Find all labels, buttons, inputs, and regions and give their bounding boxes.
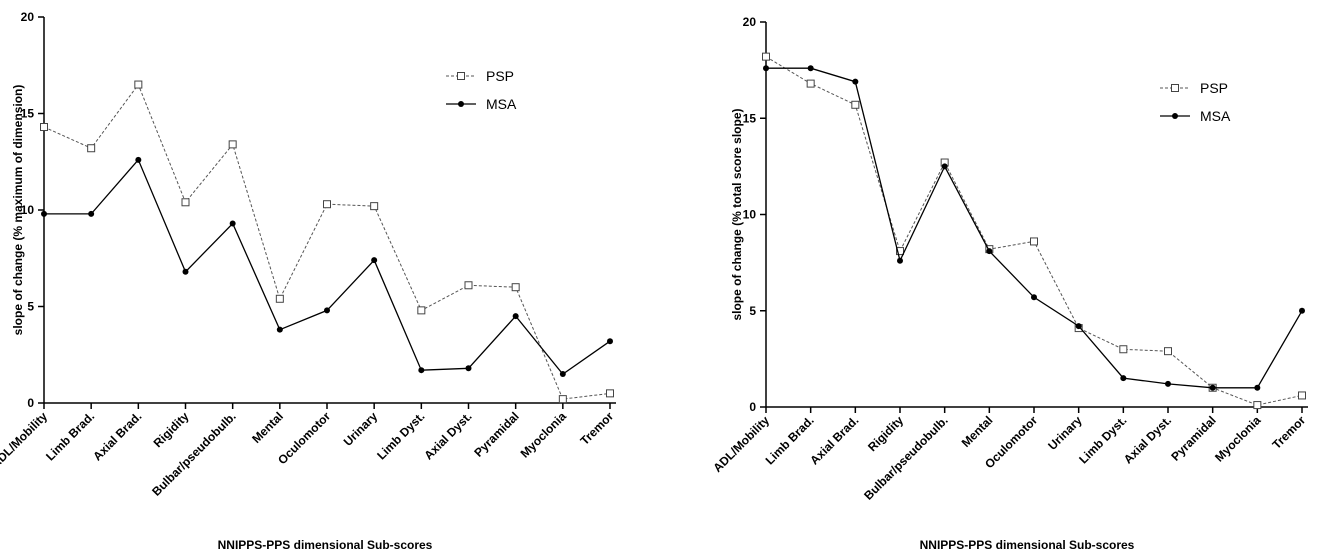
point-psp xyxy=(181,198,190,207)
point-msa xyxy=(418,367,425,374)
y-tick-label: 15 xyxy=(743,111,757,125)
y-axis-title: slope of change (% total score slope) xyxy=(730,108,744,320)
point-msa xyxy=(559,371,566,378)
point-psp xyxy=(228,140,237,149)
x-tick-label: Limb Dyst. xyxy=(374,409,427,462)
x-tick-label: Axial Brad. xyxy=(807,413,861,467)
point-msa xyxy=(182,268,189,275)
point-msa xyxy=(1254,384,1261,391)
y-tick-label: 0 xyxy=(749,400,756,414)
y-tick-label: 10 xyxy=(21,203,35,217)
point-psp xyxy=(323,200,331,209)
y-tick-label: 20 xyxy=(21,10,35,24)
point-msa xyxy=(276,326,283,333)
x-tick-label: Pyramidal xyxy=(471,409,521,459)
x-tick-label: Bulbar/pseudobulb. xyxy=(149,409,239,499)
x-tick-label: Myoclonia xyxy=(518,409,570,461)
point-psp xyxy=(134,80,143,89)
x-tick-label: Urinary xyxy=(1045,413,1085,453)
point-msa xyxy=(1075,323,1082,330)
point-msa xyxy=(852,78,859,85)
point-msa xyxy=(135,156,142,163)
point-psp xyxy=(1164,347,1172,356)
point-msa xyxy=(88,210,95,217)
point-msa xyxy=(807,65,814,72)
point-psp xyxy=(370,202,379,211)
x-tick-label: Tremor xyxy=(1269,413,1308,452)
point-psp xyxy=(87,144,96,153)
legend-label-msa: MSA xyxy=(486,96,517,112)
x-tick-label: Axial Brad. xyxy=(90,409,144,463)
x-tick-label: Axial Dyst. xyxy=(421,409,474,462)
x-tick-label: Rigidity xyxy=(151,409,192,450)
point-psp xyxy=(806,79,815,88)
x-tick-label: ADL/Mobility xyxy=(0,409,50,471)
point-msa xyxy=(1209,384,1216,391)
x-tick-label: Pyramidal xyxy=(1168,413,1218,463)
legend-marker-msa xyxy=(458,101,464,107)
y-tick-label: 20 xyxy=(743,15,757,29)
point-psp xyxy=(896,247,904,256)
x-tick-label: Tremor xyxy=(577,409,616,448)
x-tick-label: Mental xyxy=(249,409,286,446)
point-psp xyxy=(417,306,426,315)
point-msa xyxy=(229,220,236,227)
x-tick-label: Limb Brad. xyxy=(43,409,97,463)
point-psp xyxy=(1253,401,1262,410)
point-msa xyxy=(324,307,330,314)
x-axis-title: NNIPPS-PPS dimensional Sub-scores xyxy=(920,538,1135,552)
point-msa xyxy=(1299,307,1305,314)
legend-label-msa: MSA xyxy=(1200,108,1231,124)
point-psp xyxy=(606,389,614,398)
point-msa xyxy=(41,210,47,217)
x-tick-label: Rigidity xyxy=(865,413,906,454)
x-tick-label: Axial Dyst. xyxy=(1121,413,1174,466)
point-msa xyxy=(512,313,519,320)
x-tick-label: Mental xyxy=(959,413,996,450)
point-msa xyxy=(1031,294,1037,301)
point-msa xyxy=(465,365,472,372)
legend-label-psp: PSP xyxy=(486,68,514,84)
point-psp xyxy=(275,294,284,303)
point-msa xyxy=(371,257,378,264)
x-tick-label: Urinary xyxy=(341,409,381,449)
y-tick-label: 5 xyxy=(27,300,34,314)
point-psp xyxy=(1030,237,1038,246)
point-psp xyxy=(40,123,48,132)
series-line-psp xyxy=(43,83,611,400)
point-msa xyxy=(1120,375,1127,382)
legend-marker-psp xyxy=(1171,84,1179,92)
point-msa xyxy=(607,338,613,345)
point-msa xyxy=(763,65,769,72)
point-psp xyxy=(511,283,520,292)
y-tick-label: 0 xyxy=(27,396,34,410)
point-psp xyxy=(464,281,473,290)
legend-label-psp: PSP xyxy=(1200,80,1228,96)
y-tick-label: 15 xyxy=(21,107,35,121)
legend-marker-msa xyxy=(1172,113,1178,119)
y-tick-label: 5 xyxy=(749,304,756,318)
x-axis-title: NNIPPS-PPS dimensional Sub-scores xyxy=(218,538,433,552)
y-axis-title: slope of change (% maximum of dimension) xyxy=(11,85,25,336)
series-line-msa xyxy=(44,158,611,375)
point-psp xyxy=(762,52,770,61)
point-psp xyxy=(558,395,567,404)
point-msa xyxy=(1165,380,1171,387)
point-msa xyxy=(986,248,993,255)
y-tick-label: 10 xyxy=(743,208,757,222)
point-msa xyxy=(897,257,903,264)
point-psp xyxy=(851,100,860,109)
x-tick-label: Bulbar/pseudobulb. xyxy=(861,413,951,503)
point-msa xyxy=(941,163,948,170)
x-tick-label: ADL/Mobility xyxy=(710,413,772,475)
legend-marker-psp xyxy=(457,72,465,80)
point-psp xyxy=(1298,391,1306,400)
point-psp xyxy=(1119,345,1128,354)
x-tick-label: Myoclonia xyxy=(1212,413,1264,465)
